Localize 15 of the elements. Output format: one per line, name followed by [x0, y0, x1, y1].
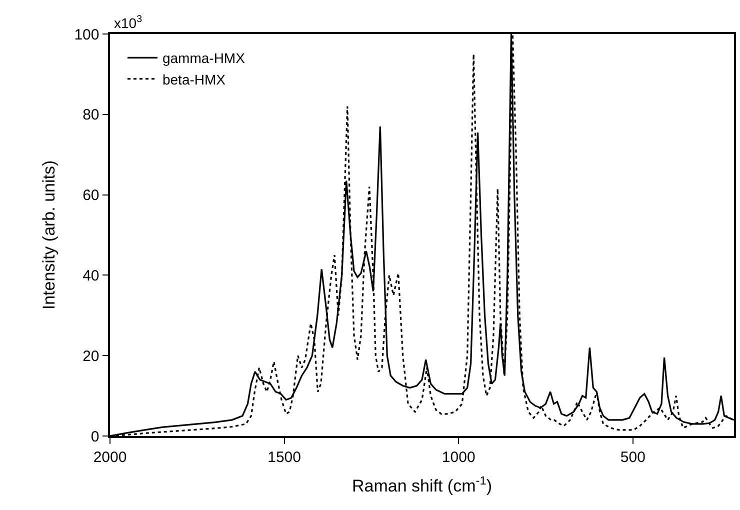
x-tick-label: 1500: [268, 448, 301, 466]
y-tick-label: 100: [74, 26, 100, 44]
x-tick-label: 2000: [93, 448, 127, 466]
x-tick-label: 500: [620, 448, 646, 466]
y-axis-title: Intensity (arb. units): [39, 160, 58, 310]
x-axis-title: Raman shift (cm$^{-1}$): [352, 474, 492, 496]
x-tick-label: 1000: [442, 448, 476, 466]
legend-label: gamma-HMX: [162, 50, 246, 66]
y-tick-label: 20: [82, 348, 100, 365]
text: x10$^{3}$: [114, 14, 143, 31]
y-tick-label: 80: [82, 106, 100, 124]
y-tick-label: 60: [82, 187, 100, 204]
legend-label: beta-HMX: [162, 71, 226, 88]
y-tick-label: 0: [90, 428, 100, 446]
y-tick-label: 40: [82, 267, 100, 284]
